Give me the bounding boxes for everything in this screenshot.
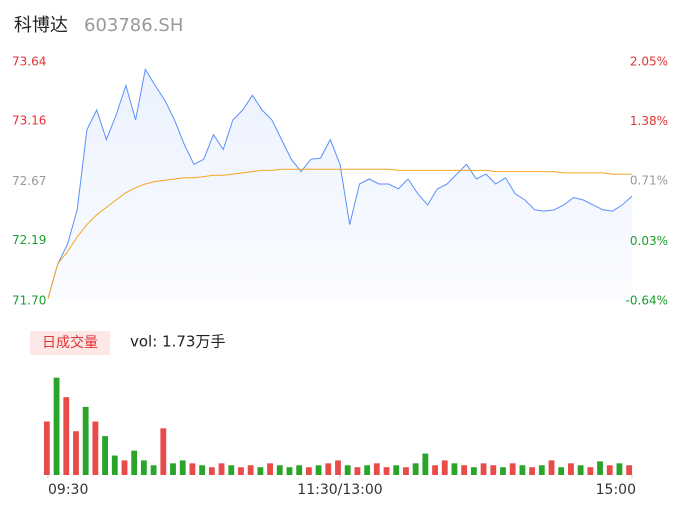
volume-bar: [403, 467, 409, 475]
volume-bar: [286, 467, 293, 475]
volume-bar: [616, 463, 623, 475]
price-area: [48, 69, 632, 302]
volume-bar: [199, 465, 206, 475]
volume-bar: [393, 465, 400, 475]
y2-tick-label: 1.38%: [630, 114, 668, 128]
volume-bar: [228, 465, 235, 475]
volume-bar: [276, 465, 283, 475]
volume-bar: [606, 465, 613, 475]
volume-bar: [548, 460, 555, 475]
volume-bar: [451, 463, 458, 475]
volume-bar: [73, 431, 79, 475]
volume-bar: [519, 465, 526, 475]
y-tick-label: 71.70: [12, 294, 46, 308]
volume-total: vol: 1.73万手: [130, 333, 225, 351]
volume-bar: [354, 467, 361, 475]
volume-bar: [305, 467, 312, 475]
x-tick-label: 09:30: [48, 482, 88, 498]
volume-bar: [189, 463, 196, 475]
volume-bar: [247, 465, 254, 475]
average-line: [47, 168, 632, 299]
stock-code: 603786.SH: [84, 15, 183, 36]
volume-bar: [102, 436, 108, 475]
y2-tick-label: 0.71%: [630, 174, 668, 188]
volume-bar: [422, 453, 429, 475]
volume-bar: [529, 467, 536, 475]
volume-bar: [441, 460, 448, 475]
volume-bar: [257, 467, 264, 475]
x-tick-label: 11:30/13:00: [297, 482, 382, 498]
volume-bar: [218, 463, 225, 475]
y-tick-label: 73.16: [12, 114, 46, 128]
volume-bar: [597, 461, 603, 475]
volume-bar: [179, 460, 186, 475]
volume-bar: [43, 421, 50, 475]
volume-bar: [82, 406, 89, 475]
x-tick-label: 15:00: [596, 482, 636, 498]
volume-bar: [121, 460, 128, 475]
volume-bar: [315, 465, 322, 475]
volume-bar: [626, 465, 633, 475]
volume-bar: [335, 460, 341, 475]
volume-bar: [150, 465, 157, 475]
y2-tick-label: -0.64%: [626, 294, 668, 308]
volume-bar: [140, 460, 147, 475]
volume-bar: [344, 465, 351, 475]
volume-bar: [587, 467, 594, 475]
stock-name: 科博达: [14, 15, 68, 36]
y-tick-label: 73.64: [12, 55, 46, 69]
volume-bar: [500, 467, 506, 475]
volume-bar: [131, 450, 138, 475]
volume-bar: [53, 377, 60, 475]
volume-bar: [160, 428, 167, 475]
volume-bar: [111, 455, 118, 475]
volume-bar: [432, 465, 438, 475]
y-tick-label: 72.67: [12, 174, 46, 188]
volume-bar: [63, 397, 70, 475]
volume-bar: [480, 463, 487, 475]
y2-tick-label: 0.03%: [630, 234, 668, 248]
volume-bar: [325, 463, 332, 475]
volume-bar: [170, 463, 176, 475]
volume-bar: [296, 465, 303, 475]
volume-bar: [470, 467, 477, 475]
volume-bar: [568, 463, 574, 475]
volume-bar: [373, 463, 380, 475]
y-tick-label: 72.19: [12, 233, 46, 247]
volume-bar: [490, 465, 497, 475]
y2-tick-label: 2.05%: [630, 55, 668, 69]
volume-bar: [383, 467, 390, 475]
price-line: [47, 68, 633, 299]
volume-bar: [509, 463, 516, 475]
volume-bar: [267, 463, 273, 475]
volume-bar: [208, 467, 215, 475]
volume-tab: [30, 331, 110, 355]
volume-bar: [461, 465, 468, 475]
volume-bar: [92, 421, 99, 475]
volume-title: 日成交量: [42, 334, 98, 351]
volume-bar: [364, 465, 371, 475]
volume-bar: [538, 465, 545, 475]
volume-bar: [577, 465, 584, 475]
volume-bar: [412, 463, 419, 475]
volume-bar: [238, 467, 244, 475]
volume-bar: [558, 467, 565, 475]
